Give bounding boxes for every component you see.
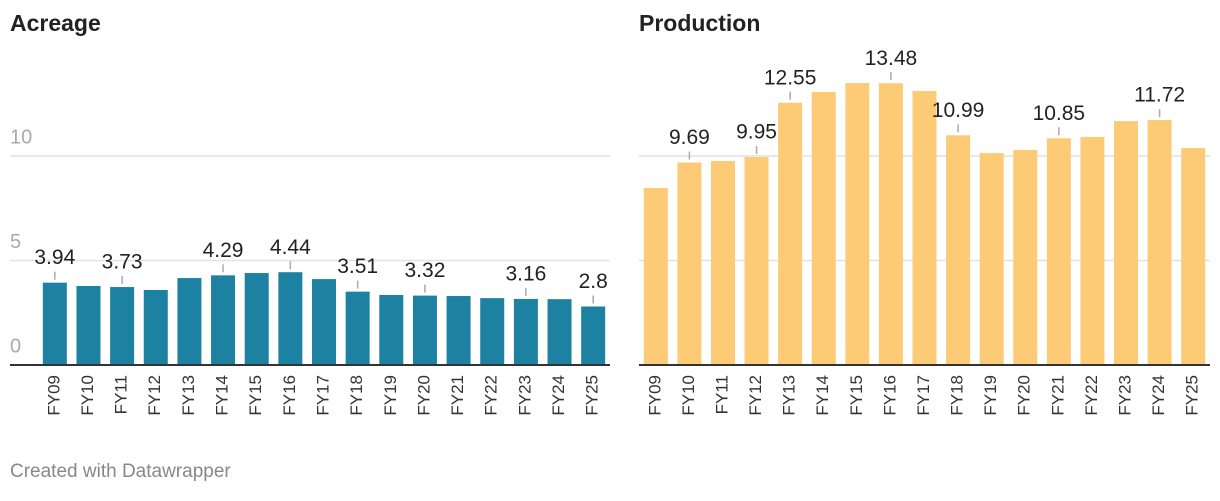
x-tick-label: FY21 (1048, 375, 1067, 416)
x-tick-label: FY23 (515, 375, 534, 416)
x-tick-label: FY10 (78, 375, 97, 416)
x-tick-label: FY17 (313, 375, 332, 416)
x-tick-label: FY09 (44, 375, 63, 416)
x-tick-label: FY25 (583, 375, 602, 416)
bar (379, 294, 404, 365)
x-tick-label: FY24 (549, 375, 568, 416)
bar (143, 289, 168, 365)
x-tick-label: FY13 (179, 375, 198, 416)
bar (244, 273, 269, 365)
bar (412, 295, 437, 365)
value-label: 2.8 (579, 270, 608, 293)
bar (211, 275, 236, 365)
bar (76, 285, 101, 365)
bar (581, 306, 606, 365)
x-tick-label: FY10 (679, 375, 698, 416)
bar (1080, 136, 1105, 365)
value-label: 3.51 (337, 255, 378, 278)
y-tick-label: 10 (10, 126, 32, 148)
x-tick-label: FY15 (246, 375, 265, 416)
x-tick-label: FY20 (1015, 375, 1034, 416)
x-tick-label: FY20 (414, 375, 433, 416)
bar (643, 187, 668, 365)
x-tick-label: FY18 (347, 375, 366, 416)
x-tick-label: FY09 (645, 375, 664, 416)
bar (778, 102, 803, 365)
value-label: 9.95 (736, 121, 777, 144)
bar (110, 287, 135, 365)
bar (1147, 120, 1172, 365)
x-tick-label: FY12 (746, 375, 765, 416)
value-label: 3.94 (34, 246, 75, 269)
x-tick-label: FY16 (280, 375, 299, 416)
x-tick-label: FY19 (381, 375, 400, 416)
value-label: 13.48 (865, 47, 918, 70)
x-tick-label: FY18 (948, 375, 967, 416)
x-tick-label: FY11 (712, 375, 731, 414)
bar (547, 299, 572, 365)
value-label: 4.44 (270, 236, 311, 259)
x-tick-label: FY13 (780, 375, 799, 416)
value-label: 11.72 (1134, 84, 1185, 107)
value-label: 10.85 (1033, 102, 1086, 125)
bar (480, 298, 505, 365)
value-label: 9.69 (669, 126, 710, 149)
x-tick-label: FY12 (145, 375, 164, 416)
x-tick-label: FY21 (448, 375, 467, 416)
x-tick-label: FY14 (213, 375, 232, 416)
y-tick-label: 5 (10, 231, 21, 253)
bar (278, 272, 303, 365)
bar (42, 282, 67, 365)
bar (1181, 148, 1206, 365)
bar (744, 157, 769, 365)
x-tick-label: FY23 (1116, 375, 1135, 416)
x-tick-label: FY17 (914, 375, 933, 416)
value-label: 4.29 (203, 239, 244, 262)
bar (1114, 121, 1139, 365)
x-tick-label: FY15 (847, 375, 866, 416)
value-label: 3.73 (102, 251, 143, 274)
bar (345, 291, 370, 365)
bar (677, 162, 702, 365)
x-tick-label: FY22 (482, 375, 501, 416)
bar (1013, 149, 1038, 365)
bar (811, 92, 836, 366)
bar (878, 83, 903, 365)
bar (912, 91, 937, 365)
bar (446, 296, 471, 365)
bar (845, 83, 870, 366)
x-tick-label: FY11 (112, 375, 131, 414)
bar (979, 153, 1004, 365)
bar (1046, 138, 1071, 365)
value-label: 10.99 (932, 99, 985, 122)
x-tick-label: FY24 (1149, 375, 1168, 416)
bar (177, 278, 202, 365)
bar (312, 279, 336, 365)
x-tick-label: FY19 (981, 375, 1000, 416)
x-tick-label: FY16 (880, 375, 899, 416)
bar (946, 135, 971, 365)
value-label: 3.16 (505, 263, 546, 286)
value-label: 12.55 (764, 66, 817, 89)
x-tick-label: FY22 (1082, 375, 1101, 416)
value-label: 3.32 (405, 259, 446, 282)
chart-title: Production (639, 10, 760, 36)
chart-title: Acreage (10, 10, 101, 36)
bar (513, 298, 538, 365)
x-tick-label: FY14 (813, 375, 832, 416)
footer: Created with Datawrapper (10, 461, 231, 482)
x-tick-label: FY25 (1183, 375, 1202, 416)
y-tick-label: 0 (10, 335, 21, 357)
bar (710, 161, 735, 365)
